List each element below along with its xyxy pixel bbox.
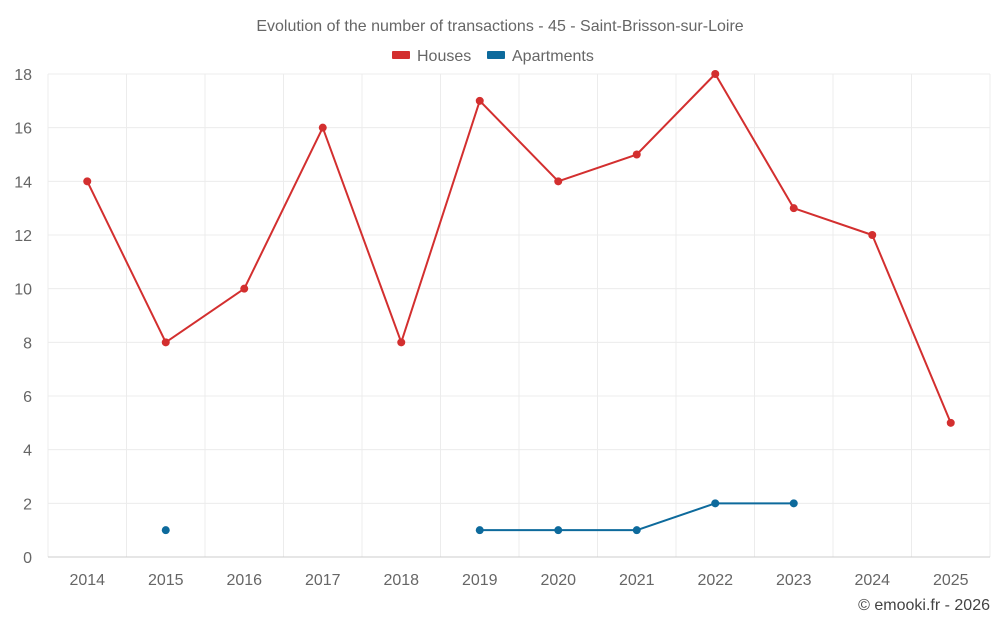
legend-swatch-apartments — [487, 51, 505, 59]
y-tick-label-6: 6 — [23, 389, 32, 406]
legend-item-apartments[interactable]: Apartments — [487, 48, 594, 65]
legend: Houses Apartments — [392, 48, 594, 65]
series-line-houses-0 — [86, 73, 952, 424]
credit-text: © emooki.fr - 2026 — [858, 597, 990, 614]
x-tick-label-2019: 2019 — [462, 572, 498, 589]
x-tick-label-2016: 2016 — [226, 572, 262, 589]
legend-label-apartments: Apartments — [512, 48, 594, 65]
y-tick-label-14: 14 — [14, 174, 32, 191]
point-apartments-2020[interactable] — [554, 526, 563, 535]
legend-swatch-houses — [392, 51, 410, 59]
x-tick-label-2023: 2023 — [776, 572, 812, 589]
x-tick-label-2018: 2018 — [383, 572, 419, 589]
y-tick-label-10: 10 — [14, 282, 32, 299]
y-tick-label-8: 8 — [23, 335, 32, 352]
point-houses-2015[interactable] — [161, 338, 170, 347]
point-houses-2025[interactable] — [946, 418, 955, 427]
point-houses-2023[interactable] — [789, 204, 798, 213]
legend-item-houses[interactable]: Houses — [392, 48, 471, 65]
point-apartments-2022[interactable] — [711, 499, 720, 508]
x-tick-label-2017: 2017 — [305, 572, 341, 589]
point-houses-2014[interactable] — [83, 177, 92, 186]
series-houses — [83, 70, 955, 427]
point-apartments-2015[interactable] — [161, 526, 170, 535]
y-tick-label-2: 2 — [23, 496, 32, 513]
point-houses-2018[interactable] — [397, 338, 406, 347]
point-houses-2020[interactable] — [554, 177, 563, 186]
point-houses-2024[interactable] — [868, 231, 877, 239]
x-tick-label-2021: 2021 — [619, 572, 655, 589]
series-apartments — [161, 499, 798, 535]
point-houses-2017[interactable] — [318, 123, 327, 132]
x-tick-label-2020: 2020 — [540, 572, 576, 589]
series — [83, 70, 955, 535]
x-tick-label-2015: 2015 — [148, 572, 184, 589]
point-houses-2021[interactable] — [632, 150, 641, 159]
legend-label-houses: Houses — [417, 48, 471, 65]
y-tick-label-4: 4 — [23, 443, 32, 460]
series-line-apartments-0 — [479, 502, 794, 532]
point-apartments-2023[interactable] — [789, 499, 798, 508]
point-houses-2016[interactable] — [240, 284, 249, 293]
y-tick-label-16: 16 — [14, 121, 32, 138]
y-tick-label-0: 0 — [23, 550, 32, 567]
y-tick-label-18: 18 — [14, 67, 32, 84]
x-tick-label-2024: 2024 — [854, 572, 890, 589]
point-houses-2022[interactable] — [711, 70, 720, 78]
x-tick-label-2025: 2025 — [933, 572, 969, 589]
grid — [47, 73, 991, 557]
y-tick-label-12: 12 — [14, 228, 32, 245]
axes: 0 2 4 6 8 10 12 14 16 18 2014 2015 2016 2017 2018 2019 2… — [14, 67, 990, 589]
point-apartments-2019[interactable] — [475, 526, 484, 535]
point-apartments-2021[interactable] — [632, 526, 641, 535]
chart-title: Evolution of the number of transactions … — [256, 18, 743, 35]
point-houses-2019[interactable] — [475, 96, 484, 105]
x-tick-label-2022: 2022 — [697, 572, 733, 589]
x-tick-label-2014: 2014 — [69, 572, 105, 589]
